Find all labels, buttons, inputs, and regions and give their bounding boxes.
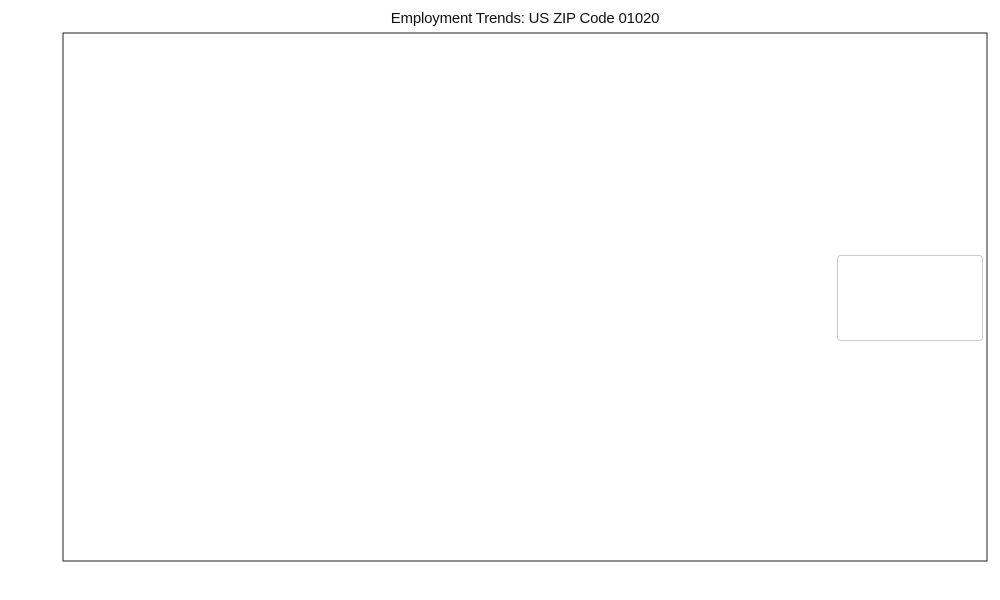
legend bbox=[837, 255, 983, 341]
plot-border bbox=[62, 32, 988, 562]
chart-title: Employment Trends: US ZIP Code 01020 bbox=[390, 10, 660, 27]
